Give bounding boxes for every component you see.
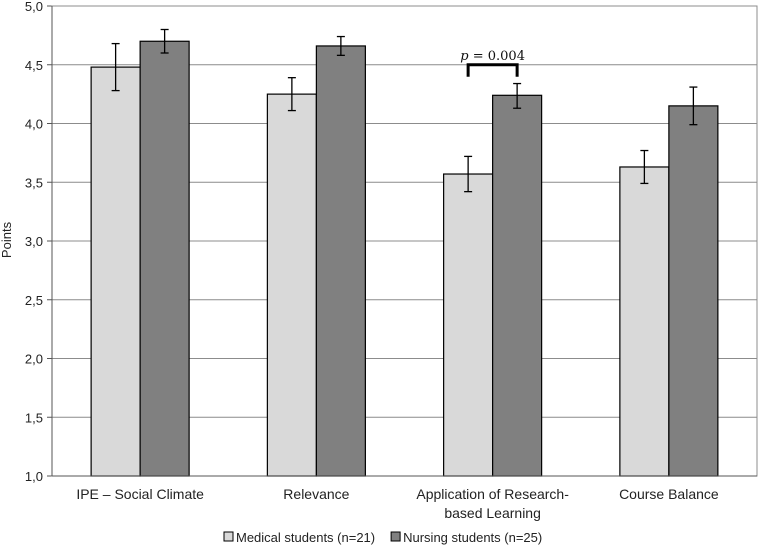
- bar: [90, 66, 141, 477]
- significance-annotation: p = 0.004: [460, 49, 525, 77]
- y-axis-title: Points: [0, 221, 14, 258]
- bar: [139, 40, 190, 477]
- legend-label: Medical students (n=21): [236, 530, 375, 545]
- bar: [492, 94, 543, 477]
- bar: [315, 45, 366, 477]
- bar: [668, 105, 719, 477]
- x-category-label: Relevance: [283, 486, 349, 502]
- x-category-label: Course Balance: [619, 486, 719, 502]
- legend-swatch: [223, 531, 234, 542]
- y-tick-label: 5,0: [25, 0, 43, 14]
- axes: 1,0 1,5 2,0 2,5 3,0 3,5 4,0 4,5 5,0 IPE – Social …: [25, 0, 758, 521]
- bars: [90, 40, 719, 477]
- bar: [619, 166, 670, 477]
- y-tick-label: 3,0: [25, 234, 43, 249]
- p-value-label: p = 0.004: [460, 49, 525, 64]
- bar: [266, 93, 317, 477]
- x-category-label: based Learning: [444, 505, 541, 521]
- error-bars: [111, 28, 698, 193]
- significance-bracket: [466, 63, 519, 77]
- y-tick-label: 3,5: [25, 175, 43, 190]
- legend-swatch: [390, 531, 401, 542]
- y-tick-label: 4,5: [25, 58, 43, 73]
- y-tick-label: 2,0: [25, 352, 43, 367]
- legend: Medical students (n=21) Nursing students …: [223, 530, 542, 545]
- y-tick-label: 4,0: [25, 117, 43, 132]
- x-category-label: IPE – Social Climate: [76, 486, 204, 502]
- y-tick-label: 1,5: [25, 410, 43, 425]
- legend-label: Nursing students (n=25): [403, 530, 542, 545]
- y-tick-label: 2,5: [25, 293, 43, 308]
- bar: [443, 173, 494, 477]
- y-tick-label: 1,0: [25, 469, 43, 484]
- x-category-label: Application of Research-: [416, 486, 569, 502]
